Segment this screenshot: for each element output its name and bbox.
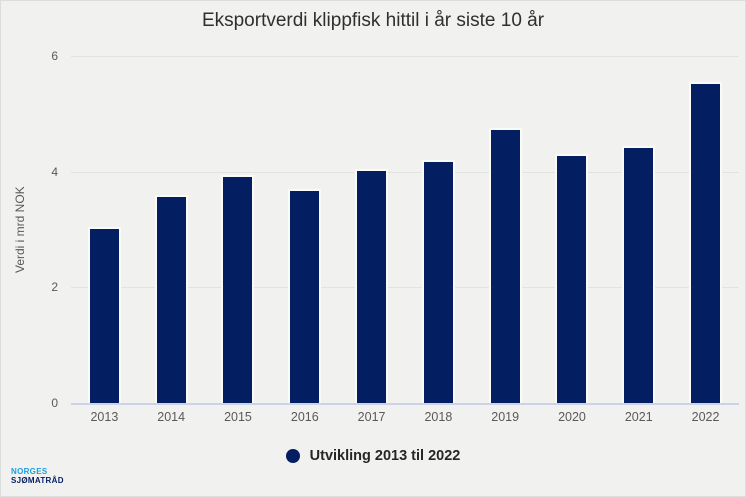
x-tick-label-2020: 2020	[558, 410, 586, 424]
bar-slot-2021	[605, 56, 672, 403]
bar-2018	[421, 160, 455, 403]
logo-line1: NORGES	[11, 467, 48, 476]
bar-2020	[555, 154, 589, 403]
legend-label: Utvikling 2013 til 2022	[309, 448, 461, 464]
x-axis-labels: 2013 2014 2015 2016 2017 2018 2019 2020 2021 2022	[71, 410, 739, 424]
bar-slot-2015	[205, 56, 272, 403]
x-tick-label-2014: 2014	[157, 410, 186, 424]
bar-2014	[154, 194, 188, 403]
bar-slot-2016	[271, 56, 338, 403]
y-tick-label-4: 4	[51, 164, 58, 179]
bar-2019	[488, 128, 522, 403]
bar-2016	[288, 189, 322, 403]
logo-line2: SJØMATRÅD	[11, 476, 64, 486]
bar-series	[71, 56, 739, 403]
y-tick-label-6: 6	[51, 49, 58, 63]
x-tick-label-2021: 2021	[624, 410, 653, 424]
bar-slot-2013	[71, 56, 138, 403]
gridline-y4	[71, 171, 739, 173]
bar-2021	[622, 145, 656, 403]
plot-area	[71, 56, 739, 405]
gridline-y2	[71, 287, 739, 289]
x-tick-label-2018: 2018	[424, 410, 453, 424]
gridline-y6	[71, 56, 739, 57]
bar-slot-2014	[138, 56, 205, 403]
bar-slot-2017	[338, 56, 405, 403]
x-tick-label-2017: 2017	[357, 410, 386, 424]
bar-2022	[689, 82, 723, 403]
x-tick-label-2019: 2019	[491, 410, 520, 424]
x-tick-label-2015: 2015	[224, 410, 252, 424]
y-tick-label-0: 0	[51, 396, 58, 410]
bar-slot-2022	[672, 56, 739, 403]
x-tick-label-2022: 2022	[691, 410, 720, 424]
chart-title: Eksportverdi klippfisk hittil i år siste…	[201, 10, 545, 31]
bar-slot-2019	[472, 56, 539, 403]
bar-slot-2018	[405, 56, 472, 403]
x-tick-label-2016: 2016	[290, 410, 319, 424]
bar-2017	[355, 168, 389, 403]
bar-2013	[87, 226, 121, 403]
bar-2015	[221, 174, 255, 403]
norges-sjomatrad-logo: NORGES SJØMATRÅD	[11, 467, 64, 485]
bar-slot-2020	[539, 56, 606, 403]
x-tick-label-2013: 2013	[90, 410, 119, 424]
legend: Utvikling 2013 til 2022	[1, 448, 745, 464]
legend-marker-icon	[285, 449, 300, 463]
y-axis-ticks: 0 2 4 6	[1, 49, 58, 410]
y-tick-label-2: 2	[51, 280, 58, 295]
